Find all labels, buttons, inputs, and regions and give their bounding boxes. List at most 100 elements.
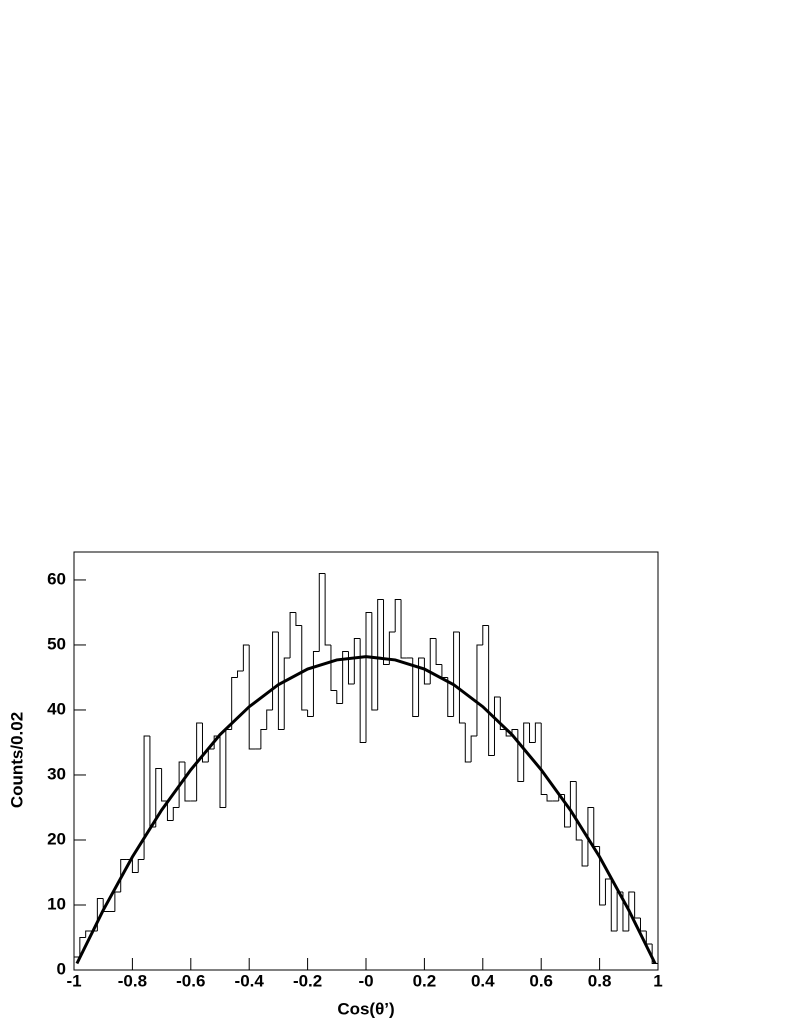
histogram-bin	[383, 599, 390, 665]
histogram-bin	[242, 644, 250, 671]
histogram-bin	[342, 650, 349, 704]
histogram-bin	[377, 598, 384, 710]
histogram-bin	[196, 722, 203, 801]
histogram-bin	[458, 631, 466, 724]
histogram-bin	[493, 696, 501, 756]
histogram-bin	[622, 891, 629, 932]
x-tick-label: 1	[653, 971, 662, 990]
x-tick-label: -0.4	[235, 971, 265, 990]
histogram-bin	[371, 612, 378, 711]
x-tick-label: 0.2	[413, 971, 437, 990]
histogram-bin	[400, 599, 407, 659]
y-tick-label: 60	[47, 569, 66, 588]
x-tick-label: -0.6	[176, 971, 205, 990]
histogram-bin	[488, 625, 495, 756]
histogram-bin	[85, 930, 92, 938]
histogram-bin	[166, 800, 174, 821]
histogram-bin	[277, 631, 285, 730]
histogram-bin	[172, 806, 180, 821]
y-tick-label: 40	[47, 699, 66, 718]
histogram-bin	[505, 729, 512, 737]
histogram-bin	[564, 794, 571, 828]
histogram-bin	[441, 664, 448, 678]
histogram-bin	[634, 891, 641, 919]
histogram-bin	[307, 709, 314, 717]
histogram-bin	[330, 644, 337, 691]
histogram-bin	[581, 839, 588, 867]
histogram-bin	[289, 611, 296, 658]
histogram-bin	[517, 729, 524, 782]
histogram-bin	[359, 638, 366, 743]
histogram-bin	[114, 891, 121, 912]
histogram-bin	[388, 631, 396, 665]
x-tick-label: -0	[358, 971, 373, 990]
histogram-bin	[131, 859, 139, 873]
x-tick-label: -1	[66, 971, 81, 990]
x-axis-title: Cos(θ’)	[337, 999, 394, 1018]
y-tick-label: 50	[47, 634, 66, 653]
histogram-bin	[546, 794, 553, 802]
histogram-bin	[470, 735, 477, 762]
histogram-bin	[347, 651, 355, 685]
histogram-bin	[161, 768, 168, 802]
histogram-bin	[534, 722, 542, 743]
histogram-bin	[283, 657, 291, 730]
histogram-bin	[219, 735, 226, 808]
x-tick-label: 0.8	[588, 971, 612, 990]
histogram-bin	[628, 891, 635, 931]
y-axis-title: Counts/0.02	[7, 712, 26, 808]
histogram-bin	[79, 936, 86, 957]
y-tick-label: 0	[57, 959, 66, 978]
histogram-bin	[184, 761, 191, 802]
histogram-bin	[593, 807, 600, 847]
histogram-bin	[336, 690, 343, 704]
y-tick-label: 30	[47, 764, 66, 783]
histogram-bin	[529, 722, 536, 743]
histogram-bin	[499, 696, 507, 730]
histogram-bin	[272, 631, 279, 710]
histogram-bin	[482, 624, 489, 645]
histogram-bin	[137, 858, 145, 873]
histogram-bin	[645, 930, 653, 945]
histogram-bin	[453, 631, 460, 717]
histogram-bin	[73, 956, 80, 970]
histogram-bin	[353, 637, 361, 684]
histogram-bin	[435, 638, 442, 665]
histogram-bin	[237, 670, 244, 678]
histogram-bin	[149, 735, 156, 828]
x-tick-label: -0.8	[118, 971, 147, 990]
histogram-bin	[540, 722, 548, 795]
histogram-bin	[301, 625, 308, 711]
histogram-bin	[418, 657, 425, 717]
y-tick-label: 10	[47, 894, 66, 913]
histogram-bin	[225, 728, 232, 808]
histogram-bin	[476, 644, 483, 736]
histogram-bin	[599, 846, 606, 906]
histogram-bin	[423, 657, 431, 685]
histogram-bin	[318, 572, 326, 652]
histogram-bin	[523, 722, 530, 782]
x-tick-label: 0.6	[529, 971, 553, 990]
histogram-bin	[260, 728, 267, 749]
histogram-bin	[178, 761, 185, 808]
histogram-bin	[394, 598, 402, 632]
histogram-bin	[207, 748, 215, 762]
fit-curve	[75, 655, 657, 965]
histogram-bin	[447, 677, 454, 717]
histogram-bin	[231, 676, 238, 730]
histogram-bin	[248, 644, 256, 750]
histogram-bin	[155, 767, 162, 827]
histogram-bin	[266, 709, 273, 730]
histogram-bin	[324, 573, 331, 646]
histogram-bin	[429, 637, 437, 684]
histogram-bin	[464, 722, 472, 763]
histogram-bin	[412, 657, 419, 717]
histogram-bin	[295, 612, 302, 626]
histogram-bin	[312, 650, 320, 717]
histogram-bin	[575, 781, 583, 841]
histogram-bin	[143, 735, 150, 860]
histogram-bin	[201, 722, 209, 763]
x-tick-label: -0.2	[293, 971, 322, 990]
x-tick-label: 0.4	[471, 971, 495, 990]
